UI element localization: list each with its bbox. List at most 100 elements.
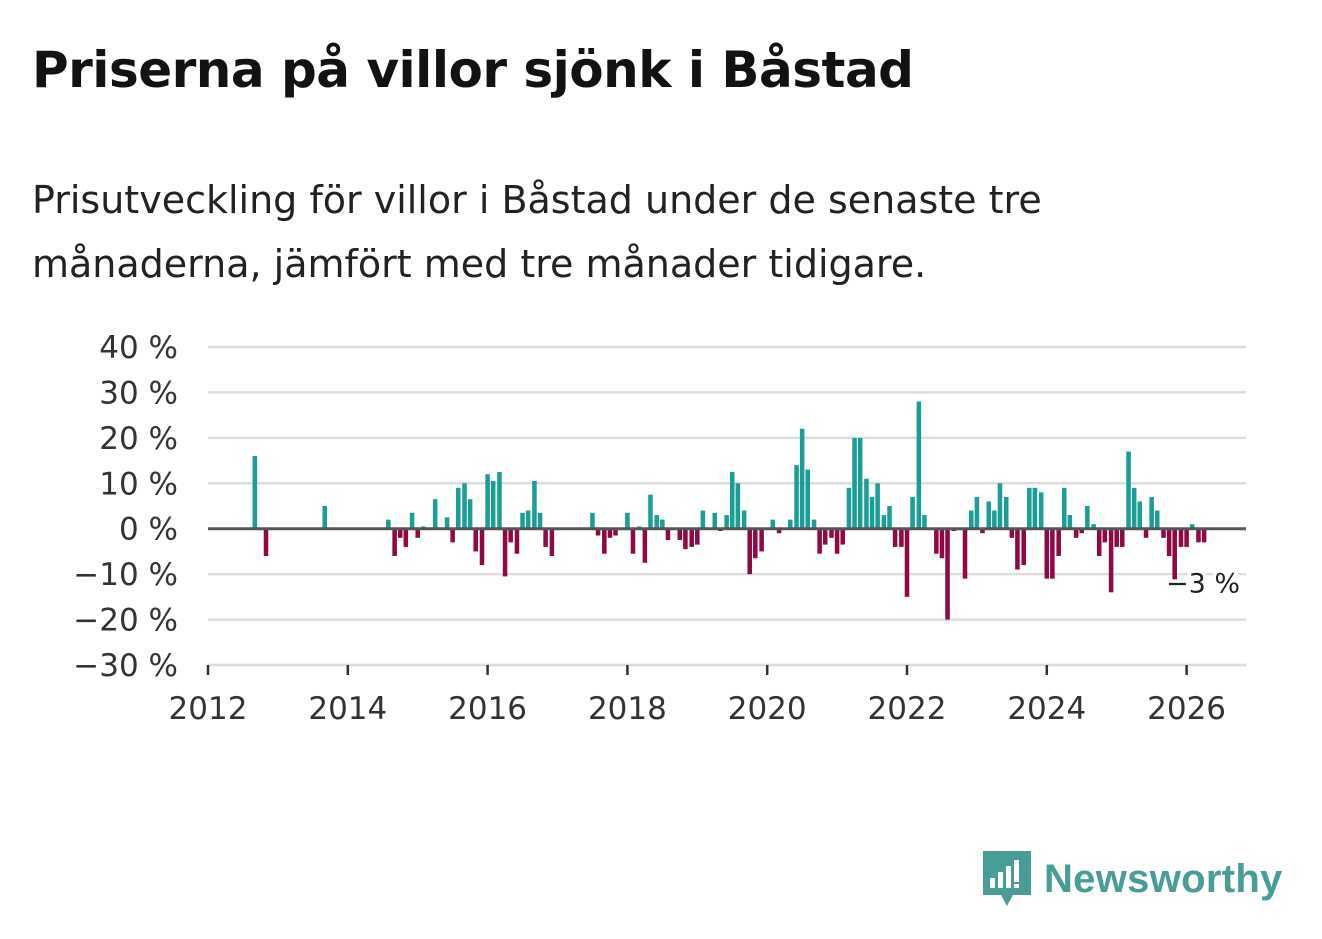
bar (683, 528, 688, 550)
bar (322, 506, 328, 529)
bar (875, 483, 880, 529)
bar (607, 528, 613, 538)
bar (1061, 487, 1067, 529)
bar (934, 528, 939, 554)
bar (857, 437, 863, 529)
bar (502, 528, 508, 577)
bar (864, 478, 869, 529)
bar (1015, 528, 1020, 570)
bar (462, 483, 467, 529)
bar (689, 528, 694, 547)
bar (525, 510, 531, 529)
bar (852, 437, 857, 529)
x-tick-label: 2022 (868, 691, 947, 727)
newsworthy-logo-icon (983, 851, 1031, 906)
bar (625, 512, 630, 529)
bar (549, 528, 555, 556)
bar (1126, 451, 1131, 529)
y-tick-label: 0 % (119, 512, 178, 548)
bar (997, 483, 1003, 529)
bar (397, 528, 403, 538)
bar (1184, 528, 1189, 547)
y-tick-label: 30 % (99, 375, 178, 411)
bar (1120, 528, 1125, 547)
bar (829, 528, 834, 538)
bar (822, 528, 828, 545)
bar (665, 528, 671, 541)
bar (450, 528, 455, 543)
bar (1108, 528, 1114, 593)
bar (455, 487, 461, 529)
bar (1102, 528, 1108, 543)
bar (869, 496, 875, 529)
bar (735, 483, 741, 529)
bar (1161, 528, 1166, 538)
bar (1154, 510, 1160, 529)
chart-title: Priserna på villor sjönk i Båstad (32, 41, 914, 99)
bar (1178, 528, 1184, 547)
chart-subtitle: Prisutveckling för villor i Båstad under… (32, 178, 1042, 286)
bar (415, 528, 420, 538)
bar (939, 528, 945, 559)
x-tick-label: 2012 (169, 691, 248, 727)
bar (479, 528, 485, 566)
bar (799, 428, 805, 529)
y-tick-label: −20 % (73, 603, 178, 639)
bar (922, 515, 927, 529)
bar (543, 528, 548, 547)
bar (817, 528, 822, 554)
bar (1021, 528, 1026, 566)
bar (654, 515, 660, 529)
bars (252, 401, 1207, 620)
bar (695, 528, 700, 545)
bar (532, 481, 537, 529)
bar-chart: 40 % 30 % 20 % 10 % 0 % −10 % −20 % −30 % 2012 20… (73, 330, 1246, 727)
y-tick-label: 20 % (99, 421, 178, 457)
bar (916, 401, 922, 529)
bar (945, 528, 950, 620)
bar (1196, 528, 1201, 543)
bar (490, 481, 496, 529)
bar (969, 510, 974, 529)
grid-lines (208, 345, 1246, 667)
bar (485, 474, 490, 529)
bar (660, 519, 665, 529)
bar (537, 512, 543, 529)
bar (904, 528, 910, 597)
y-tick-label: −30 % (73, 648, 178, 684)
bar (1067, 515, 1073, 529)
bar (514, 528, 520, 554)
bar (787, 519, 793, 529)
bar (910, 496, 915, 529)
brand-name: Newsworthy (1044, 856, 1283, 901)
bar (1085, 506, 1090, 529)
bar (741, 510, 747, 529)
bar (677, 528, 683, 541)
x-tick-label: 2026 (1147, 691, 1226, 727)
bar (403, 528, 409, 547)
bar (881, 515, 887, 529)
newsworthy-brand: Newsworthy (980, 848, 1283, 910)
bar (805, 469, 811, 529)
bar (776, 528, 782, 534)
bar (1003, 496, 1009, 529)
bar (1009, 528, 1015, 538)
bar (846, 487, 852, 529)
bar (508, 528, 513, 543)
bar (1032, 487, 1038, 529)
bar (432, 499, 438, 529)
bar (252, 456, 258, 529)
x-tick-label: 2016 (448, 691, 527, 727)
bar (770, 519, 776, 529)
bar (747, 528, 752, 575)
bar (1038, 492, 1044, 529)
bar (1096, 528, 1102, 556)
bar (1114, 528, 1119, 547)
bar (1044, 528, 1050, 579)
bar (630, 528, 636, 554)
last-value-label: −3 % (1166, 568, 1240, 599)
bar (642, 528, 648, 563)
bar (1050, 528, 1055, 579)
bar (980, 528, 985, 534)
bar (386, 519, 391, 529)
